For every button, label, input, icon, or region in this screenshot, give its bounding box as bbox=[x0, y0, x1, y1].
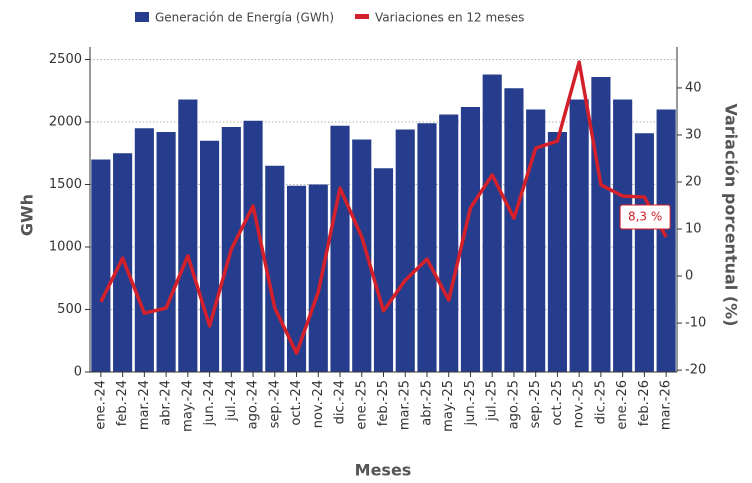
bar bbox=[91, 159, 111, 372]
bar bbox=[308, 184, 328, 372]
bar bbox=[526, 109, 546, 372]
bar bbox=[634, 133, 654, 372]
bar bbox=[504, 88, 524, 372]
x-tick-label: ene.-24 bbox=[93, 380, 108, 430]
x-tick-label: feb.-26 bbox=[637, 380, 652, 426]
x-axis-label: Meses bbox=[355, 461, 412, 480]
bar bbox=[460, 107, 481, 372]
x-tick-label: abr.-25 bbox=[419, 380, 434, 426]
y-tick-label: 1000 bbox=[49, 240, 82, 255]
y-tick-label: 2000 bbox=[49, 115, 82, 130]
bar bbox=[547, 132, 567, 372]
y-tick-label: 0 bbox=[74, 365, 82, 380]
x-tick-label: abr.-24 bbox=[159, 380, 174, 426]
legend-label: Variaciones en 12 meses bbox=[375, 11, 524, 25]
x-tick-label: mar.-26 bbox=[659, 380, 674, 430]
bar bbox=[656, 109, 676, 372]
y2-tick-label: 20 bbox=[685, 174, 702, 189]
y2-tick-label: 40 bbox=[685, 80, 702, 95]
bar bbox=[286, 185, 307, 372]
y2-axis-label: Variación porcentual (%) bbox=[722, 103, 741, 326]
legend-swatch bbox=[135, 12, 149, 22]
x-tick-label: mar.-24 bbox=[137, 380, 152, 430]
value-label-box bbox=[619, 204, 671, 230]
x-tick-label: nov.-25 bbox=[572, 380, 587, 428]
bar bbox=[482, 74, 502, 372]
legend-label: Generación de Energía (GWh) bbox=[155, 11, 334, 25]
x-tick-label: ene.-25 bbox=[354, 380, 369, 430]
bar bbox=[134, 128, 154, 372]
x-tick-label: ago.-24 bbox=[246, 380, 261, 429]
x-tick-label: ago.-25 bbox=[506, 380, 521, 429]
bar bbox=[373, 168, 394, 372]
x-tick-label: dic.-25 bbox=[593, 380, 608, 424]
y2-tick-label: 30 bbox=[685, 127, 702, 142]
x-tick-label: sep.-24 bbox=[267, 380, 282, 428]
bar bbox=[395, 129, 415, 372]
x-tick-label: nov.-24 bbox=[311, 380, 326, 428]
y-tick-label: 2500 bbox=[49, 52, 82, 67]
bar bbox=[439, 114, 459, 372]
y2-tick-label: 10 bbox=[685, 222, 702, 237]
x-tick-label: feb.-24 bbox=[115, 380, 130, 426]
x-tick-label: may.-24 bbox=[180, 380, 195, 432]
y-tick-label: 1500 bbox=[49, 177, 82, 192]
y2-tick-label: 0 bbox=[685, 269, 693, 284]
y2-tick-label: -10 bbox=[685, 316, 706, 331]
bar bbox=[569, 99, 589, 372]
x-tick-label: sep.-25 bbox=[528, 380, 543, 428]
line bbox=[99, 60, 668, 355]
x-tick-label: oct.-25 bbox=[550, 380, 565, 426]
bar bbox=[200, 140, 220, 372]
x-tick-label: oct.-24 bbox=[289, 380, 304, 426]
x-tick-label: may.-25 bbox=[441, 380, 456, 432]
x-tick-label: jul.-25 bbox=[485, 380, 500, 422]
x-tick-label: dic.-24 bbox=[333, 380, 348, 424]
x-tick-label: jun.-24 bbox=[202, 380, 217, 426]
x-tick-label: ene.-26 bbox=[615, 380, 630, 430]
legend-swatch bbox=[355, 14, 369, 19]
bar bbox=[417, 123, 437, 372]
bar bbox=[156, 132, 176, 372]
bar bbox=[178, 99, 198, 372]
y2-tick-label: -20 bbox=[685, 363, 706, 378]
bar bbox=[352, 139, 372, 372]
x-tick-label: mar.-25 bbox=[398, 380, 413, 430]
bar bbox=[330, 125, 350, 372]
y-axis-label: GWh bbox=[18, 194, 37, 236]
x-tick-label: jun.-25 bbox=[463, 380, 478, 426]
bar bbox=[613, 99, 633, 372]
bar bbox=[243, 120, 263, 372]
x-tick-label: jul.-24 bbox=[224, 380, 239, 422]
bar bbox=[591, 77, 611, 372]
x-tick-label: feb.-25 bbox=[376, 380, 391, 426]
y-tick-label: 500 bbox=[57, 302, 82, 317]
value-label: 8,3 % bbox=[628, 210, 662, 224]
